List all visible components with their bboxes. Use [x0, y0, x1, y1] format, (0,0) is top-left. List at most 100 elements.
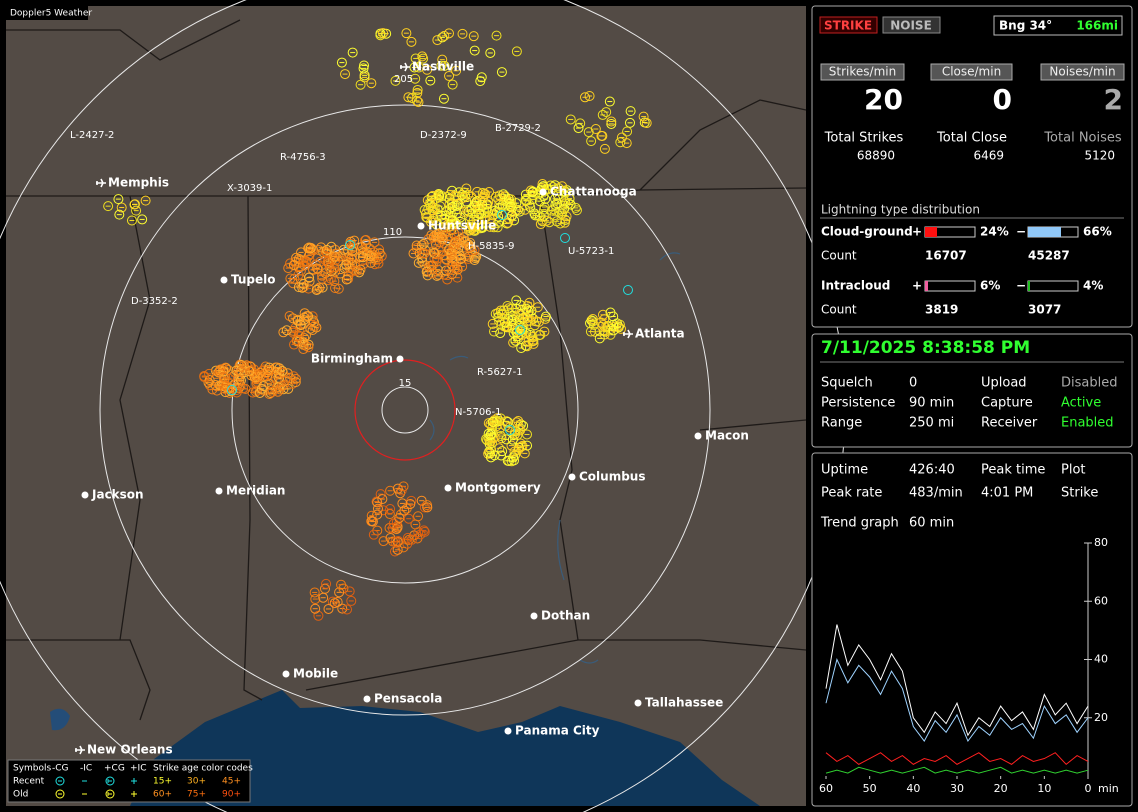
strike-symbol — [580, 92, 591, 103]
strike-symbol — [311, 284, 322, 295]
strike-symbol — [346, 253, 357, 264]
total-value: 5120 — [1084, 149, 1115, 163]
strike-symbol — [390, 536, 401, 547]
strike-symbol — [570, 202, 581, 213]
strike-symbol — [397, 498, 408, 509]
stats-panel — [811, 452, 1133, 807]
strike-symbol — [457, 28, 468, 39]
airport-icon — [75, 745, 85, 755]
city-label: Nashville — [412, 60, 474, 74]
legend-symbol — [55, 776, 65, 786]
strike-symbol — [295, 320, 306, 331]
total-label: Total Close — [936, 131, 1007, 146]
strike-symbol — [410, 53, 421, 64]
city-label: Dothan — [541, 609, 590, 623]
strike-symbol — [293, 314, 304, 325]
strike-symbol — [450, 218, 461, 229]
strike-symbol — [469, 255, 480, 266]
strike-symbol — [485, 436, 496, 447]
strike-symbol — [604, 96, 615, 107]
city-label: New Orleans — [87, 743, 173, 757]
strike-symbol — [608, 325, 619, 336]
strike-symbol — [525, 185, 536, 196]
strike-symbol — [355, 79, 366, 90]
legend-symbol — [131, 791, 137, 797]
airport-icon — [623, 329, 633, 339]
strike-symbol — [606, 116, 617, 127]
x-tick-label: 10 — [1037, 782, 1051, 795]
strike-symbol — [419, 526, 430, 537]
strike-symbol — [236, 366, 247, 377]
x-tick-label: 20 — [994, 782, 1008, 795]
strike-symbol — [479, 206, 490, 217]
strike-symbol — [369, 259, 380, 270]
strike-symbol — [519, 448, 530, 459]
legend-age: 30+ — [187, 777, 206, 787]
strike-symbol — [421, 266, 432, 277]
legend-symbol — [55, 789, 65, 799]
map-labels: Nashville Memphis Chattanooga Huntsville Tup… — [70, 60, 749, 757]
strike-symbol — [550, 199, 561, 210]
strike-symbol — [367, 516, 378, 527]
strike-symbol — [318, 592, 329, 603]
strike-symbol — [474, 208, 485, 219]
city-dot — [568, 473, 576, 481]
strike-symbol — [401, 28, 412, 39]
strike-symbol — [407, 92, 418, 103]
strike-symbol — [426, 217, 437, 228]
strike-symbol — [563, 198, 574, 209]
strike-symbol — [608, 319, 619, 330]
strike-symbol — [615, 323, 626, 334]
total-value: 68890 — [857, 149, 895, 163]
sign: − — [1016, 279, 1026, 293]
strike-symbol — [358, 252, 369, 263]
strike-symbol — [385, 485, 396, 496]
stat: Plot — [1061, 463, 1086, 478]
city-dot — [530, 612, 538, 620]
strike-symbol — [480, 188, 491, 199]
station-label: 205 — [394, 74, 413, 85]
strike-symbol — [494, 423, 505, 434]
strike-symbol — [502, 301, 513, 312]
strike-symbol — [403, 92, 414, 103]
strike-symbol — [241, 360, 252, 371]
strike-symbol — [310, 594, 321, 605]
distance: 166mi — [1076, 19, 1118, 33]
strike-symbol — [300, 257, 311, 268]
strike-symbol — [436, 232, 447, 243]
legend-header: Symbols — [13, 764, 52, 774]
city-dot — [215, 487, 223, 495]
strike-symbol — [284, 310, 295, 321]
strike-symbol — [435, 201, 446, 212]
strike-symbol — [511, 198, 522, 209]
strike-symbol — [366, 78, 377, 89]
rivers — [429, 252, 681, 664]
strike-symbol — [485, 47, 496, 58]
strike-symbol — [458, 192, 469, 203]
strike-symbol — [412, 87, 423, 98]
strike-symbol — [312, 283, 323, 294]
city-label: Chattanooga — [550, 185, 637, 199]
legend-symbol — [105, 776, 115, 786]
strike-symbol — [571, 205, 582, 216]
strike-symbol — [278, 327, 289, 338]
strike-symbol — [596, 130, 607, 141]
legend-row-label: Old — [13, 790, 28, 800]
strike-symbol — [329, 251, 340, 262]
strike-symbol — [606, 118, 617, 129]
strike-symbol — [425, 75, 436, 86]
setting: Capture — [981, 396, 1033, 411]
strike-button — [819, 16, 878, 34]
strike-symbol — [502, 417, 513, 428]
strike-symbol — [354, 267, 365, 278]
strike-symbol — [428, 232, 439, 243]
strike-symbol — [485, 430, 496, 441]
strike-symbol — [224, 383, 235, 394]
type-name: Cloud-ground — [821, 225, 913, 239]
strike-symbol — [502, 455, 513, 466]
percent-bar — [925, 227, 937, 237]
strike-symbol — [214, 380, 225, 391]
strike-symbol — [343, 273, 354, 284]
strike-symbol — [432, 231, 443, 242]
